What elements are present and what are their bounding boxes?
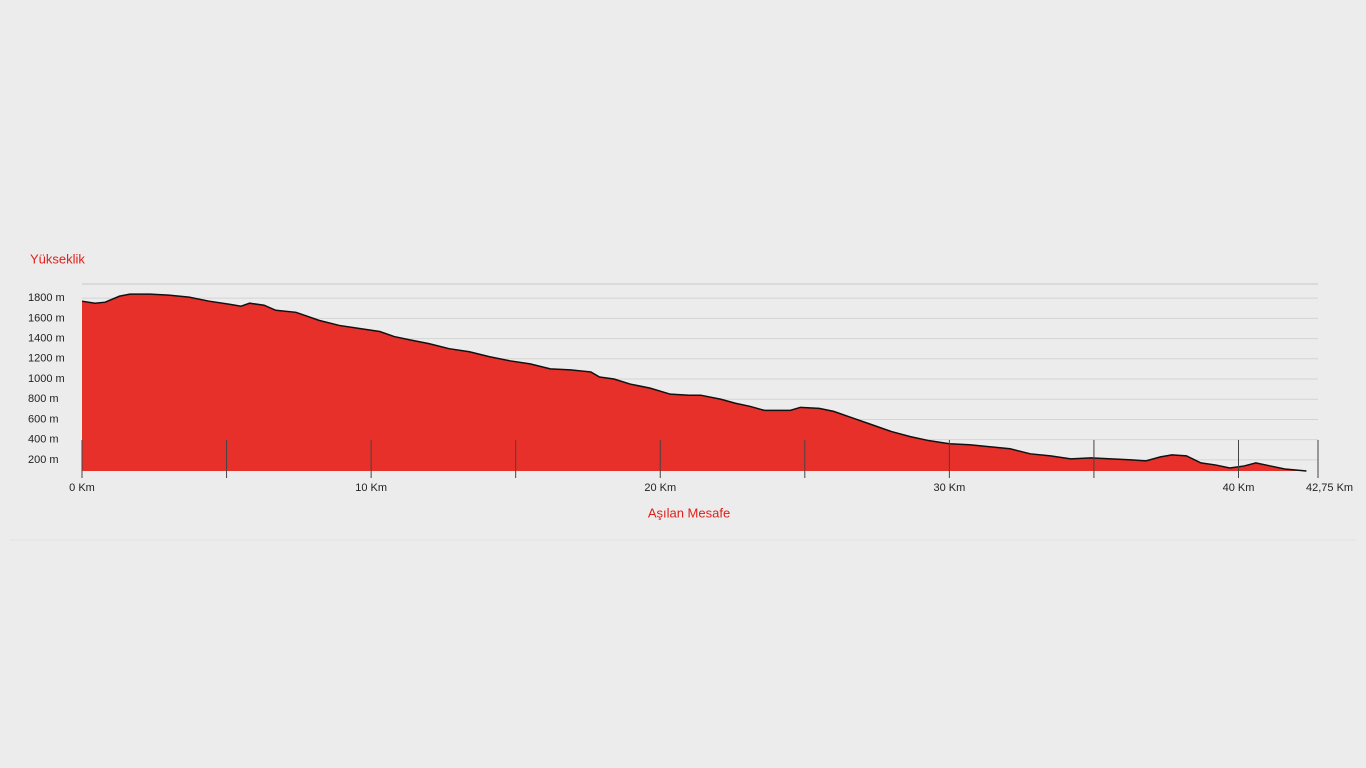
x-tick-label: 20 Km (644, 482, 676, 494)
elevation-line (81, 293, 1307, 472)
y-tick-label: 600 m (28, 413, 59, 425)
elevation-area (82, 294, 1307, 471)
y-tick-label: 1600 m (28, 312, 65, 324)
y-tick-label: 1200 m (28, 353, 65, 365)
y-tick-label: 200 m (28, 454, 59, 466)
x-tick-label: 40 Km (1223, 482, 1255, 494)
y-tick-label: 800 m (28, 393, 59, 405)
y-tick-label: 400 m (28, 434, 59, 446)
x-tick-label: 0 Km (69, 482, 95, 494)
y-axis-title: Yükseklik (30, 251, 85, 266)
x-tick-label: 42,75 Km (1306, 482, 1353, 494)
x-axis-title: Aşılan Mesafe (648, 505, 730, 520)
y-tick-label: 1800 m (28, 292, 65, 304)
x-tick-label: 10 Km (355, 482, 387, 494)
y-tick-label: 1000 m (28, 373, 65, 385)
x-tick-label: 30 Km (933, 482, 965, 494)
y-tick-label: 1400 m (28, 332, 65, 344)
